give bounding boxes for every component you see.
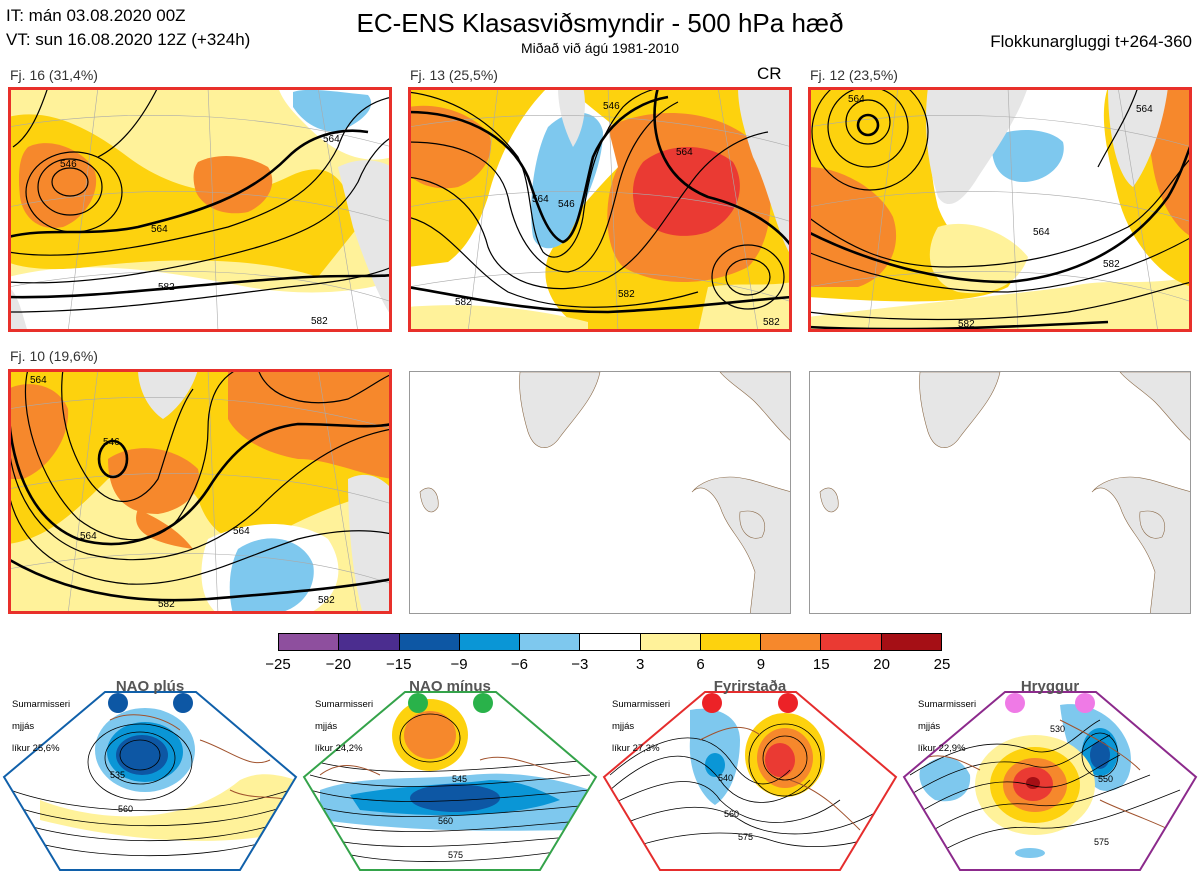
colorbar-swatch: [399, 634, 460, 650]
colorbar-swatch: [881, 634, 941, 650]
colorbar-tick-label: −9: [450, 656, 468, 673]
colorbar-tick-label: −3: [571, 656, 589, 673]
contour-label: 582: [455, 297, 472, 308]
regime-smoothing: mjjás: [612, 721, 635, 732]
regime-smoothing: mjjás: [918, 721, 941, 732]
colorbar: [278, 633, 942, 651]
colorbar-tick-label: −25: [265, 656, 291, 673]
regime-contour: 560: [118, 804, 133, 814]
classification-window: Flokkunargluggi t+264-360: [990, 32, 1192, 51]
panel-border-3: [808, 87, 1192, 332]
colorbar-swatch: [761, 634, 822, 650]
colorbar-swatch: [821, 634, 882, 650]
regime-info-2: Sumarmisseri mjjás líkur 24,2%: [315, 688, 373, 765]
page-title: EC-ENS Klasasviðsmyndir - 500 hPa hæð: [356, 8, 844, 38]
colorbar-tick-label: 6: [696, 656, 705, 673]
contour-label: 564: [848, 94, 865, 105]
contour-label: 564: [1136, 104, 1153, 115]
contour-label: 582: [158, 282, 175, 293]
cluster-map-2: 564 546 564 546 582 582 582: [408, 87, 792, 332]
colorbar-swatch: [459, 634, 521, 650]
regime-name-nao-plus: NAO plús: [115, 678, 185, 695]
colorbar-tick-label: 9: [756, 656, 766, 673]
colorbar-tick-label: −6: [510, 656, 529, 673]
page-subtitle: Miðað við ágú 1981-2010: [520, 40, 680, 56]
contour-label: 564: [30, 375, 47, 386]
regime-info-3: Sumarmisseri mjjás líkur 27,3%: [612, 688, 670, 765]
contour-label: 546: [603, 101, 620, 112]
cluster-map-1: 546 564 582 582 564: [8, 87, 392, 332]
regime-info-4: Sumarmisseri mjjás líkur 22,9%: [918, 688, 976, 765]
colorbar-swatch: [520, 634, 581, 650]
contour-label: 546: [60, 159, 77, 170]
panel-label-4: Fj. 10 (19,6%): [10, 348, 98, 364]
colorbar-tick-label: 25: [933, 656, 951, 673]
contour-label: 582: [318, 595, 335, 606]
contour-label: 564: [80, 531, 97, 542]
contour-label: 564: [151, 224, 168, 235]
regime-contour: 550: [1098, 774, 1113, 784]
contour-label: 546: [558, 199, 575, 210]
regime-info-1: Sumarmisseri mjjás líkur 25,6%: [12, 688, 70, 765]
contour-label: 546: [103, 437, 120, 448]
regime-contour: 560: [438, 816, 453, 826]
regime-probability: líkur 24,2%: [315, 743, 363, 754]
panel-label-3: Fj. 12 (23,5%): [810, 67, 898, 83]
colorbar-tick-label: 3: [636, 656, 645, 673]
regime-season: Sumarmisseri: [12, 699, 71, 710]
cr-tag: CR: [757, 64, 782, 83]
regime-contour: 530: [1050, 724, 1065, 734]
colorbar-tick-label: 20: [873, 656, 890, 673]
colorbar-tick-label: 15: [812, 656, 830, 673]
regime-contour: 560: [724, 809, 739, 819]
valid-time: VT: sun 16.08.2020 12Z (+324h): [6, 30, 251, 49]
regime-contour: 535: [110, 770, 125, 780]
regime-contour: 540: [718, 773, 733, 783]
initial-time: IT: mán 03.08.2020 00Z: [6, 6, 186, 25]
regime-name-ridge: Hryggur: [1020, 678, 1080, 695]
colorbar-tick-label: −15: [385, 656, 412, 673]
contour-label: 582: [958, 319, 975, 330]
regime-contour: 575: [738, 832, 753, 842]
colorbar-swatch: [580, 634, 641, 650]
colorbar-swatch: [279, 634, 340, 650]
empty-map-5: [409, 371, 791, 614]
contour-label: 582: [158, 599, 175, 610]
regime-contour: 575: [1094, 837, 1109, 847]
regime-season: Sumarmisseri: [315, 699, 374, 710]
empty-map-6: [809, 371, 1191, 614]
cluster-map-4: 546 564 564 582 582 564: [8, 369, 392, 614]
regime-name-nao-minus: NAO mínus: [409, 678, 491, 695]
regime-smoothing: mjjás: [12, 721, 35, 732]
contour-label: 564: [532, 194, 549, 205]
regime-contour: 575: [448, 850, 463, 860]
regime-smoothing: mjjás: [315, 721, 338, 732]
regime-season: Sumarmisseri: [612, 699, 671, 710]
panel-border-4: [8, 369, 392, 614]
contour-label: 564: [323, 134, 340, 145]
panel-label-2: Fj. 13 (25,5%): [410, 67, 498, 83]
colorbar-tick-label: −20: [325, 656, 352, 673]
contour-label: 582: [763, 317, 780, 328]
colorbar-swatch: [339, 634, 400, 650]
cluster-map-3: 564 564 564 582 582: [808, 87, 1192, 332]
contour-label: 564: [676, 147, 693, 158]
regime-name-blocking: Fyrirstaða: [713, 678, 787, 695]
contour-label: 582: [311, 316, 328, 327]
regime-diagrams: 535 560 545 560 575: [2, 691, 1198, 871]
panel-border-1: [8, 87, 392, 332]
contour-label: 564: [233, 526, 250, 537]
colorbar-swatch: [700, 634, 762, 650]
panel-label-1: Fj. 16 (31,4%): [10, 67, 98, 83]
panel-border-2: [408, 87, 792, 332]
contour-label: 582: [618, 289, 635, 300]
regime-probability: líkur 25,6%: [12, 743, 60, 754]
regime-probability: líkur 22,9%: [918, 743, 966, 754]
regime-probability: líkur 27,3%: [612, 743, 660, 754]
contour-label: 582: [1103, 259, 1120, 270]
colorbar-swatch: [640, 634, 701, 650]
contour-label: 564: [1033, 227, 1050, 238]
regime-season: Sumarmisseri: [918, 699, 977, 710]
regime-contour: 545: [452, 774, 467, 784]
